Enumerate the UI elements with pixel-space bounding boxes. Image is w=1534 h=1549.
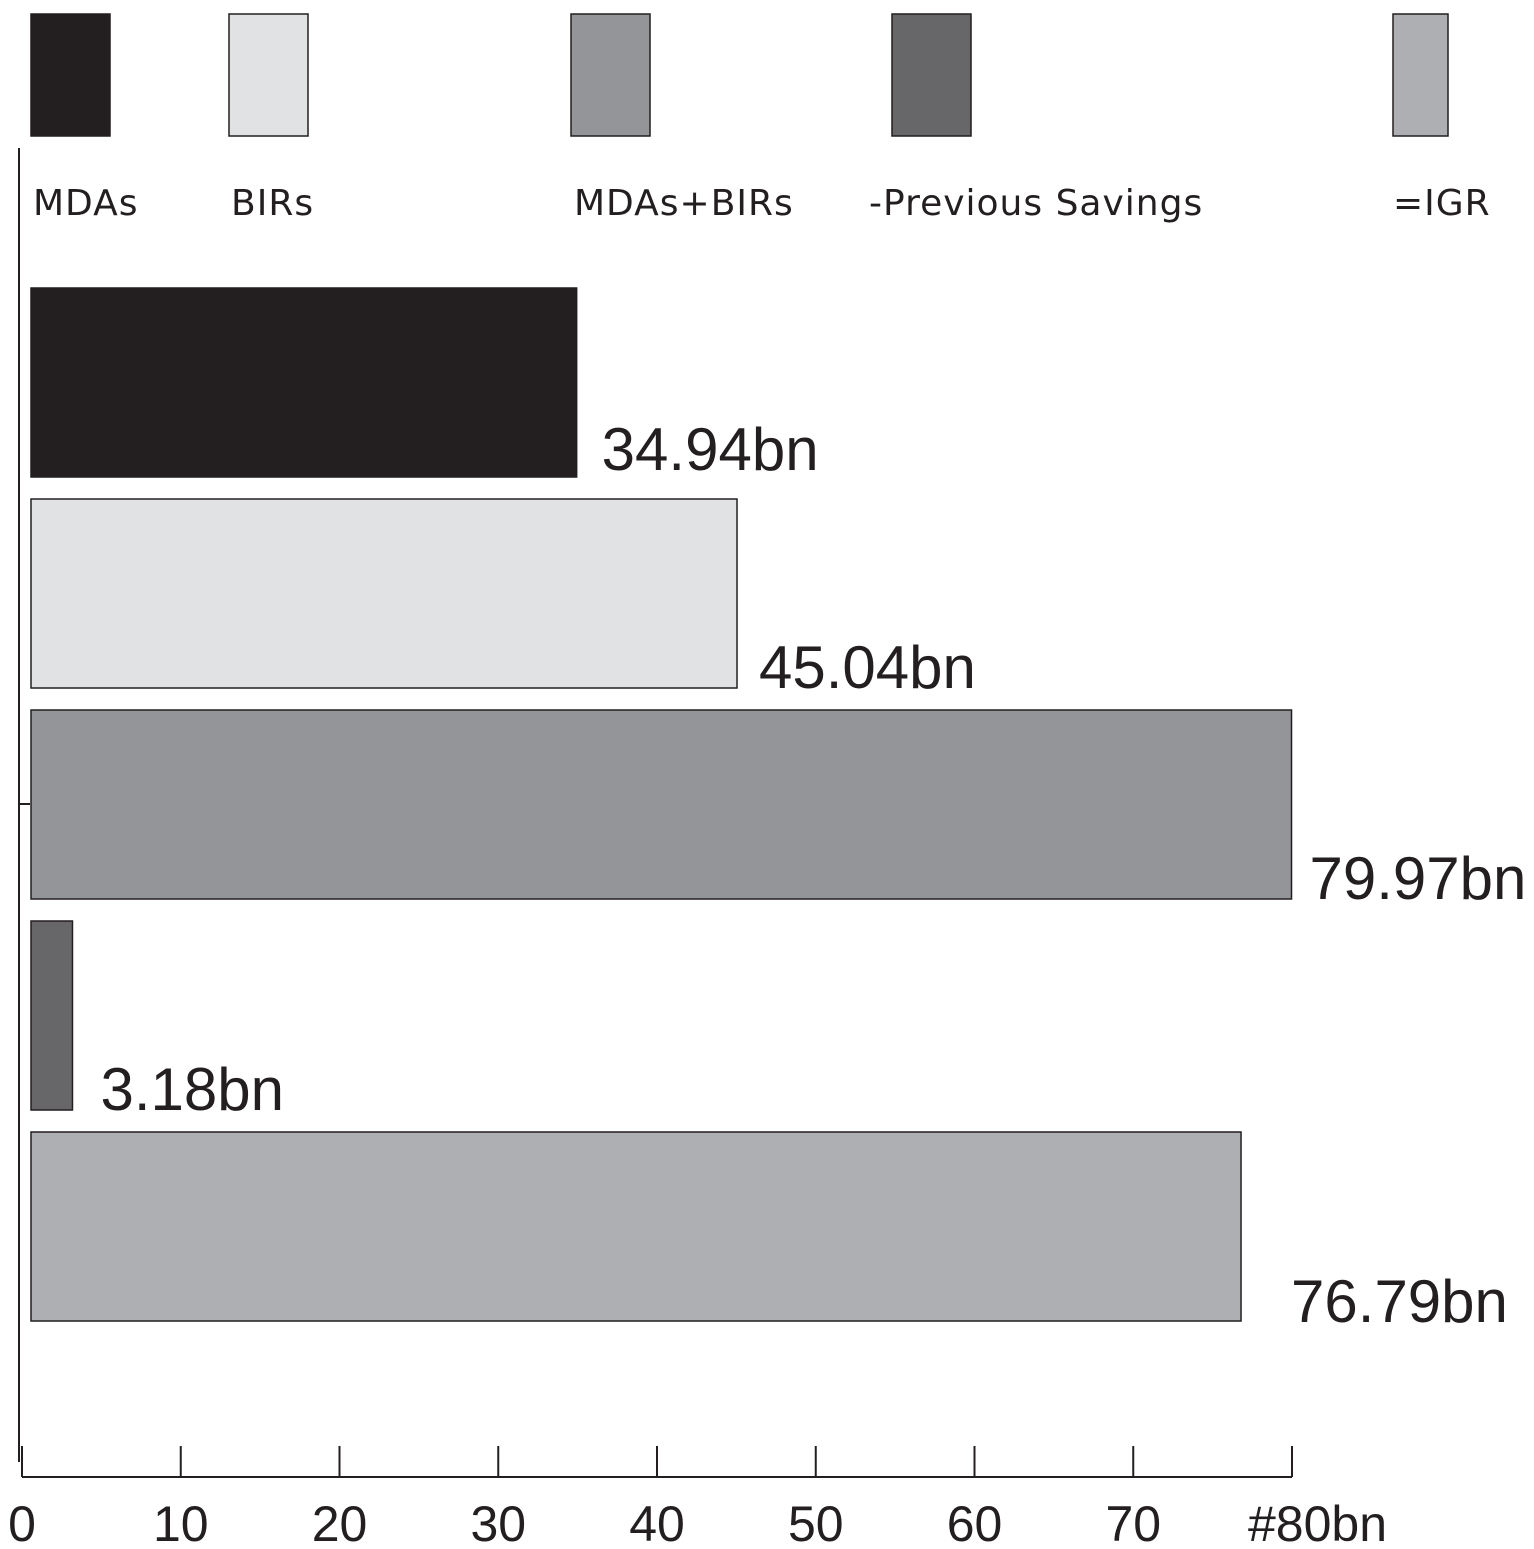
legend-label-4: =IGR [1393,183,1491,224]
bar-0 [30,287,578,478]
value-labels: 34.94bn 45.04bn 79.97bn 3.18bn 76.79bn [100,416,1526,1335]
x-tick-label-1: 10 [153,1496,209,1549]
x-axis-ticks: 0 10 20 30 40 50 60 70 #80bn [8,1446,1387,1549]
legend-label-3: -Previous Savings [869,183,1203,224]
x-tick-label-0: 0 [8,1496,36,1549]
bar-2 [30,709,1293,900]
x-tick-label-2: 20 [312,1496,368,1549]
legend-label-1: BIRs [231,183,314,224]
x-tick-label-4: 40 [629,1496,685,1549]
legend-label-2: MDAs+BIRs [574,183,794,224]
bar-4 [30,1131,1242,1322]
value-label-4: 76.79bn [1291,1268,1508,1335]
legend-label-0: MDAs [33,183,139,224]
value-label-2: 79.97bn [1310,845,1527,912]
value-label-3: 3.18bn [100,1056,284,1123]
value-label-0: 34.94bn [602,416,819,483]
x-tick-label-7: 70 [1105,1496,1161,1549]
x-tick-label-6: 60 [947,1496,1003,1549]
bar-3 [30,920,74,1111]
legend-swatch-0 [30,13,111,137]
legend-swatch-2 [570,13,651,137]
bar-1 [30,498,738,689]
legend-swatch-1 [228,13,309,137]
legend: MDAs BIRs MDAs+BIRs -Previous Savings =IGR [30,13,1491,224]
x-tick-label-5: 50 [788,1496,844,1549]
x-tick-label-8: #80bn [1248,1496,1387,1549]
legend-swatch-3 [891,13,972,137]
value-label-1: 45.04bn [759,634,976,701]
bars [30,287,1293,1322]
legend-swatch-4 [1392,13,1449,137]
x-tick-label-3: 30 [470,1496,526,1549]
